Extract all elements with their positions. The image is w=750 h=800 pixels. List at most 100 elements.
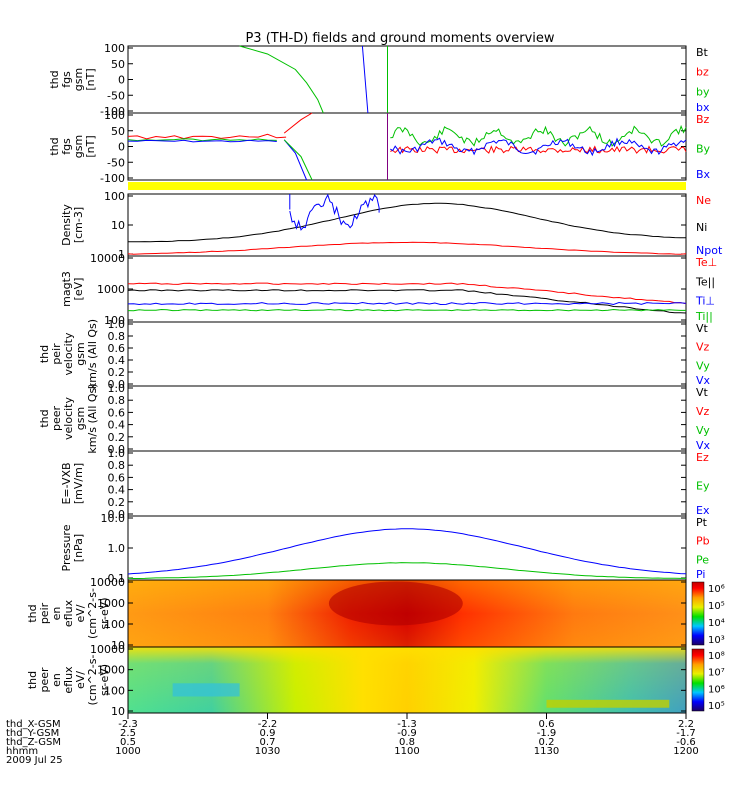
x-row-value: -1.7 bbox=[676, 728, 696, 739]
peir-spectrogram-peak bbox=[328, 581, 463, 626]
x-row-value: 0.9 bbox=[260, 728, 276, 739]
colorbar-tick-label: 10⁷ bbox=[708, 668, 725, 679]
y-tick-label: 0.8 bbox=[108, 330, 126, 343]
y-axis-label: [eV] bbox=[72, 278, 85, 301]
x-row-value: -2.2 bbox=[258, 719, 278, 730]
y-axis-label: eflux bbox=[62, 599, 75, 627]
panel-pressure: 10.0 1.0 0.1 Pressure [nPa] Pt Pb Pe Pi bbox=[60, 512, 710, 585]
y-tick-label: 0.6 bbox=[108, 342, 126, 355]
x-row-label: thd_Y-GSM bbox=[6, 728, 59, 739]
y-axis-label: thd bbox=[38, 409, 51, 427]
y-tick-label: 50 bbox=[111, 58, 125, 71]
y-axis-label: thd bbox=[48, 70, 61, 88]
legend-vy: Vy bbox=[696, 424, 710, 437]
y-tick-label: 10000 bbox=[90, 643, 125, 656]
y-axis-label: eV/ bbox=[74, 671, 87, 689]
data-quality-bar bbox=[128, 182, 686, 190]
y-axis-label: en bbox=[50, 673, 63, 687]
x-row-label: hhmm bbox=[6, 746, 38, 757]
x-row-value: 0.8 bbox=[399, 737, 415, 748]
x-row-value: 2.5 bbox=[120, 728, 136, 739]
y-axis-label: [mV/m] bbox=[72, 463, 85, 504]
panel-frame bbox=[127, 45, 687, 114]
legend-te: Te|| bbox=[695, 275, 715, 288]
y-axis-label: fgs bbox=[60, 71, 73, 88]
legend-pt: Pt bbox=[696, 516, 708, 529]
y-axis-label: gsm bbox=[72, 135, 85, 158]
trace-by bbox=[239, 45, 324, 114]
colorbar-tick-label: 10³ bbox=[708, 635, 725, 646]
legend-bz: bz bbox=[696, 66, 709, 79]
y-tick-label: 10 bbox=[111, 705, 125, 718]
y-tick-label: 1000 bbox=[97, 664, 125, 677]
y-tick-label: 0.0 bbox=[108, 508, 126, 521]
y-tick-label: 0.4 bbox=[108, 354, 126, 367]
y-tick-label: 10000 bbox=[90, 576, 125, 589]
x-row-value: 0.6 bbox=[539, 719, 555, 730]
traces bbox=[127, 45, 687, 579]
y-tick-label: 0.4 bbox=[108, 484, 126, 497]
colorbar-tick-label: 10⁴ bbox=[708, 618, 725, 629]
y-axis-label: km/s (All Qs) bbox=[86, 319, 99, 389]
legend-vx: Vx bbox=[696, 439, 711, 452]
y-tick-label: 1000 bbox=[97, 283, 125, 296]
y-tick-label: 100 bbox=[104, 190, 125, 203]
x-row-value: 0.7 bbox=[260, 737, 276, 748]
x-row-value: 2.2 bbox=[678, 719, 694, 730]
y-tick-label: 0.0 bbox=[108, 443, 126, 456]
y-axis-label: eflux bbox=[62, 666, 75, 694]
y-tick-label: 0.1 bbox=[108, 572, 126, 585]
y-tick-label: -50 bbox=[107, 156, 125, 169]
legend-ti: Ti⊥ bbox=[695, 295, 715, 308]
y-axis-label: gsm bbox=[74, 342, 87, 365]
trace-bz-rise bbox=[283, 112, 313, 134]
y-tick-label: 0.6 bbox=[108, 406, 126, 419]
y-tick-label: 10.0 bbox=[101, 512, 126, 525]
legend-ti: Ti|| bbox=[695, 310, 713, 323]
peer-spectrogram-bottomband bbox=[546, 699, 670, 708]
y-axis-label: thd bbox=[26, 671, 39, 689]
y-tick-label: 10000 bbox=[90, 252, 125, 265]
y-tick-label: 50 bbox=[111, 125, 125, 138]
trace-pe bbox=[127, 562, 686, 579]
x-row-value: 1130 bbox=[534, 746, 559, 757]
y-axis-label: fgs bbox=[60, 138, 73, 155]
legend-bz: Bz bbox=[696, 113, 710, 126]
y-axis-label: velocity bbox=[62, 397, 75, 440]
legend-by: by bbox=[696, 85, 710, 98]
y-axis-label: peer bbox=[50, 406, 63, 432]
legend-vy: Vy bbox=[696, 359, 710, 372]
y-tick-label: 0.2 bbox=[108, 496, 126, 509]
legend-bx: Bx bbox=[696, 168, 711, 181]
legend-vz: Vz bbox=[696, 405, 710, 418]
y-tick-label: -50 bbox=[107, 89, 125, 102]
panel-frame bbox=[127, 515, 687, 581]
panel-frame bbox=[127, 385, 687, 452]
y-axis-label: gsm bbox=[72, 68, 85, 91]
y-axis-label: (cm^2-s- bbox=[86, 655, 99, 706]
trace-tiperp bbox=[127, 301, 687, 306]
peer-spectrogram-lowband bbox=[172, 683, 240, 697]
y-axis-label: eV/ bbox=[74, 604, 87, 622]
trace-bx-late bbox=[390, 137, 687, 157]
colorbar-tick-label: 10⁵ bbox=[708, 601, 725, 612]
x-row-value: -1.9 bbox=[537, 728, 557, 739]
y-tick-label: -100 bbox=[100, 105, 125, 118]
y-tick-label: 100 bbox=[104, 684, 125, 697]
trace-bz-late bbox=[390, 145, 687, 154]
y-tick-label: 0.2 bbox=[108, 431, 126, 444]
x-row-value: -0.6 bbox=[676, 737, 696, 748]
legend-ex: Ex bbox=[696, 504, 710, 517]
colorbar-tick-label: 10⁶ bbox=[708, 684, 725, 695]
y-tick-label: 0.8 bbox=[108, 394, 126, 407]
x-row-value: -1.3 bbox=[397, 719, 417, 730]
colorbar bbox=[691, 581, 705, 646]
colorbar bbox=[691, 648, 705, 712]
trace-by-dive bbox=[283, 139, 313, 181]
y-tick-label: 0.0 bbox=[108, 378, 126, 391]
legend-npot: Npot bbox=[696, 244, 723, 257]
legend-pb: Pb bbox=[696, 535, 710, 548]
y-axis-label: thd bbox=[38, 345, 51, 363]
legend-ey: Ey bbox=[696, 480, 710, 493]
